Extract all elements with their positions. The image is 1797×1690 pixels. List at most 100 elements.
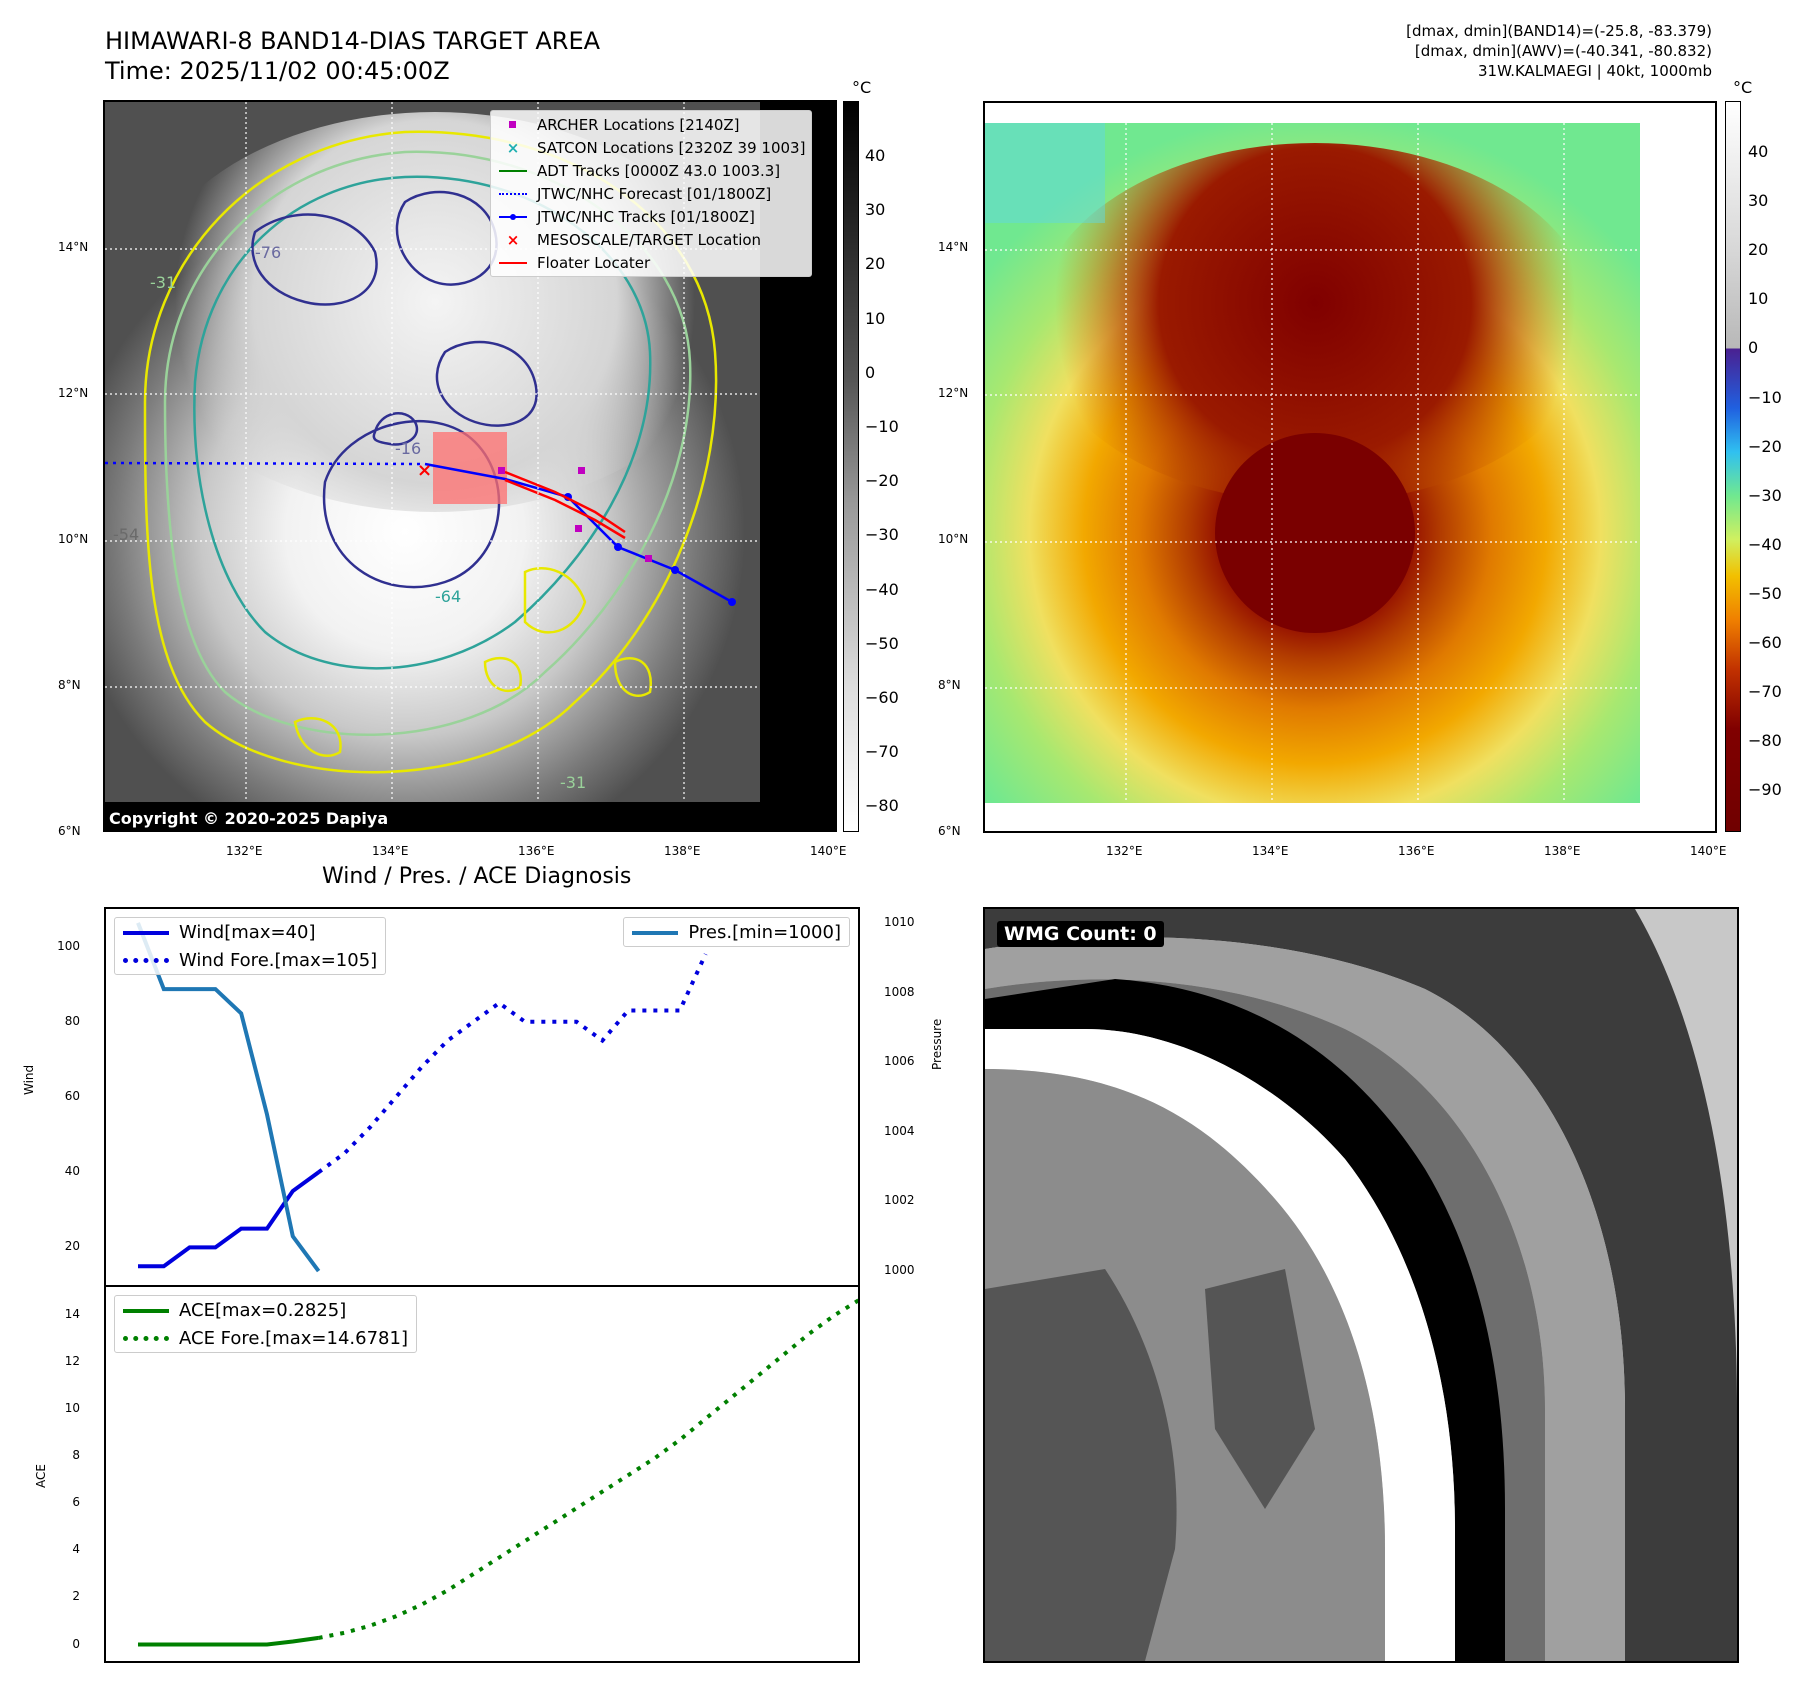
colorbar-gray-tick: 40 (865, 146, 886, 165)
colorbar-gray-tick: −10 (865, 417, 899, 436)
line-dot-icon (499, 210, 527, 224)
lon-tick: 138°E (664, 844, 701, 858)
ace-chart: ACE[max=0.2825] ACE Fore.[max=14.6781] (104, 1285, 860, 1663)
colorbar-gray-tick: 30 (865, 200, 886, 220)
colorbar-gray-tick: −40 (865, 579, 899, 599)
info-band14: [dmax, dmin](BAND14)=(-25.8, -83.379) (1406, 22, 1712, 40)
ace-tick: 12 (64, 1354, 80, 1369)
contour-label-76: -76 (255, 243, 281, 262)
colorbar-gray-tick: 10 (865, 308, 886, 328)
pressure-tick: 1008 (884, 984, 915, 999)
contour-label-64: -64 (435, 587, 461, 606)
ace-tick: 6 (72, 1495, 80, 1510)
legend-label: Wind Fore.[max=105] (179, 949, 378, 971)
colorbar-color-tick: −60 (1748, 633, 1782, 652)
colorbar-color-tick: −30 (1748, 485, 1782, 505)
legend-item-satcon: × SATCON Locations [2320Z 39 1003] (491, 136, 811, 159)
wind-pressure-plot (136, 922, 708, 1273)
x-icon: × (506, 138, 520, 157)
awv-gridlines (985, 103, 1640, 803)
contour-label-31b: -31 (560, 773, 586, 792)
wind-tick: 40 (64, 1164, 80, 1179)
line-icon (499, 256, 527, 270)
colorbar-color-tick: −90 (1748, 780, 1782, 800)
legend-item-adt: ADT Tracks [0000Z 43.0 1003.3] (491, 159, 811, 182)
wind-tick: 60 (64, 1089, 80, 1103)
legend-label: ACE Fore.[max=14.6781] (179, 1327, 408, 1349)
lon-tick: 136°E (1398, 844, 1435, 858)
ace-tick: 0 (72, 1636, 80, 1651)
ace-tick: 2 (72, 1589, 80, 1604)
legend-label: MESOSCALE/TARGET Location (537, 230, 762, 249)
lat-tick: 14°N (938, 240, 969, 254)
line-icon (123, 1301, 169, 1319)
awv-map-image (985, 103, 1640, 803)
wmg-count-label: WMG Count: 0 (997, 921, 1164, 947)
lon-tick: 134°E (372, 844, 409, 858)
colorbar-gray-tick: −30 (865, 525, 899, 545)
info-storm: 31W.KALMAEGI | 40kt, 1000mb (1478, 62, 1712, 80)
colorbar-gray-tick: 0 (865, 362, 876, 382)
legend-label: Pres.[min=1000] (688, 921, 841, 943)
colorbar-color-tick: −20 (1748, 436, 1782, 456)
ace-tick: 10 (64, 1401, 80, 1416)
colorbar-gray-unit: °C (852, 78, 872, 97)
colorbar-color-tick: 10 (1748, 289, 1769, 309)
ace-tick: 4 (72, 1542, 80, 1557)
colorbar-color (1725, 101, 1741, 832)
pressure-tick: 1002 (884, 1193, 915, 1208)
legend-item-jtwc-forecast: JTWC/NHC Forecast [01/1800Z] (491, 182, 811, 205)
ace-tick: 8 (72, 1448, 80, 1463)
wind-legend: Wind[max=40] Wind Fore.[max=105] (114, 917, 387, 975)
legend-label: JTWC/NHC Tracks [01/1800Z] (537, 207, 755, 226)
lat-tick: 10°N (58, 532, 89, 546)
wind-axis-label: Wind (22, 1064, 36, 1095)
colorbar-color-tick: −50 (1748, 583, 1782, 603)
pressure-axis-label: Pressure (930, 1018, 944, 1070)
x-icon: × (506, 230, 520, 249)
colorbar-gray-tick: 20 (865, 254, 886, 274)
lat-tick: 8°N (938, 678, 961, 692)
wmg-image (985, 909, 1737, 1661)
legend-label: SATCON Locations [2320Z 39 1003] (537, 138, 806, 157)
lat-tick: 14°N (58, 240, 89, 254)
dotted-line-icon (123, 1329, 169, 1347)
lon-tick: 140°E (1690, 844, 1727, 858)
pressure-tick: 1004 (884, 1123, 915, 1138)
colorbar-color-tick: 20 (1748, 240, 1769, 260)
lat-tick: 6°N (58, 824, 81, 838)
lon-tick: 138°E (1544, 844, 1581, 858)
legend-item-wind: Wind[max=40] (115, 918, 385, 946)
main-title: HIMAWARI-8 BAND14-DIAS TARGET AREA (105, 27, 601, 55)
wind-pressure-chart: Wind[max=40] Wind Fore.[max=105] Pres.[m… (104, 907, 860, 1287)
wind-tick: 80 (64, 1013, 80, 1028)
pressure-tick: 1010 (884, 914, 915, 929)
lon-tick: 132°E (226, 844, 263, 858)
lon-tick: 134°E (1252, 844, 1289, 858)
pressure-tick: 1006 (884, 1054, 915, 1069)
contour-label-31a: -31 (150, 273, 176, 292)
line-icon (499, 164, 527, 178)
colorbar-gray-tick: −70 (865, 742, 899, 762)
legend-label: ADT Tracks [0000Z 43.0 1003.3] (537, 161, 781, 180)
ace-chart-series-1 (318, 1298, 858, 1640)
colorbar-color-tick: −70 (1748, 682, 1782, 702)
ace-chart-series-0 (138, 1635, 319, 1647)
wmg-panel: WMG Count: 0 (983, 907, 1739, 1663)
legend-label: ARCHER Locations [2140Z] (537, 115, 740, 134)
pressure-legend: Pres.[min=1000] (623, 917, 850, 947)
info-awv: [dmax, dmin](AWV)=(-40.341, -80.832) (1414, 42, 1712, 60)
dotted-line-icon (499, 187, 527, 201)
lon-tick: 136°E (518, 844, 555, 858)
legend-item-jtwc-tracks: JTWC/NHC Tracks [01/1800Z] (491, 205, 811, 228)
legend-item-archer: ARCHER Locations [2140Z] (491, 113, 811, 136)
colorbar-gray (843, 101, 859, 832)
jtwc-forecast-track (105, 461, 426, 466)
line-icon (123, 923, 169, 941)
colorbar-color-tick: −80 (1748, 731, 1782, 751)
ace-axis-label: ACE (34, 1464, 48, 1488)
colorbar-color-tick: −40 (1748, 534, 1782, 554)
lat-tick: 12°N (58, 386, 89, 400)
legend-item-pres: Pres.[min=1000] (624, 918, 849, 946)
pressure-tick: 1000 (884, 1263, 915, 1278)
